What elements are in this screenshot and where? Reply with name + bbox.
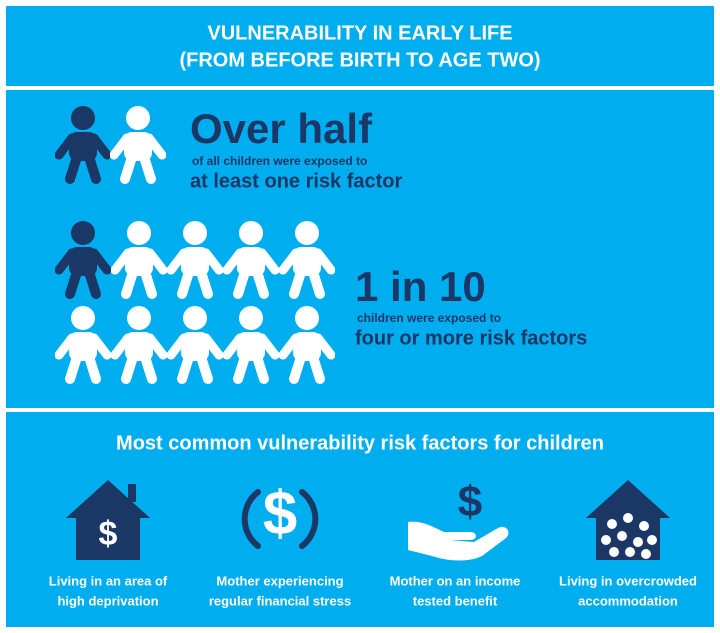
factor-label: Mother experiencing xyxy=(216,573,343,588)
title-line: (FROM BEFORE BIRTH TO AGE TWO) xyxy=(179,49,540,71)
factor-labels: Living in an area of high deprivation Moth… xyxy=(49,573,697,608)
factor-label: Mother on an income xyxy=(390,573,521,588)
icon-house-dots xyxy=(586,480,670,560)
factors-title: Most common vulnerability risk factors f… xyxy=(116,432,604,454)
title-line: VULNERABILITY IN EARLY LIFE xyxy=(207,22,512,44)
stat-headline: 1 in 10 xyxy=(355,263,486,310)
stat-sub: children were exposed to xyxy=(357,311,501,325)
factor-label: accommodation xyxy=(578,593,678,608)
stat-emphasis: four or more risk factors xyxy=(355,327,587,349)
icon-house-dollar: $ xyxy=(66,480,150,560)
icon-hand-dollar: $ xyxy=(408,478,509,561)
factor-label: tested benefit xyxy=(413,593,498,608)
header-band xyxy=(6,6,714,86)
svg-text:$: $ xyxy=(458,478,482,527)
factor-label: Living in overcrowded xyxy=(559,573,697,588)
stat-emphasis: at least one risk factor xyxy=(190,170,403,192)
stat-headline: Over half xyxy=(190,105,373,152)
stat-sub: of all children were exposed to xyxy=(192,154,367,168)
icon-dollar-stress: $ xyxy=(241,479,319,549)
svg-text:$: $ xyxy=(99,515,118,553)
svg-text:$: $ xyxy=(263,479,297,548)
factor-label: Living in an area of xyxy=(49,573,168,588)
factor-label: regular financial stress xyxy=(209,593,351,608)
factor-label: high deprivation xyxy=(57,593,158,608)
